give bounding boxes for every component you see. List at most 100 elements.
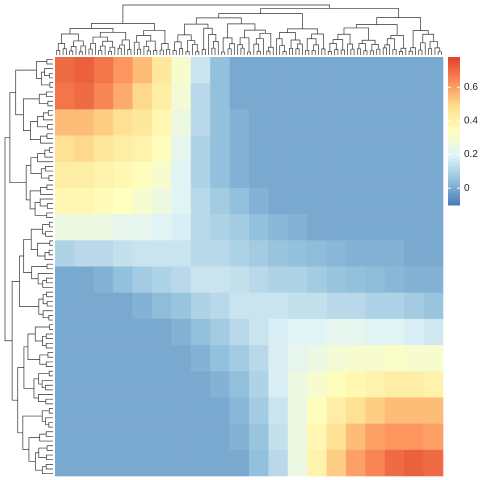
heatmap-cell	[55, 83, 75, 110]
dendrogram-branch	[420, 42, 426, 55]
heatmap-cell	[210, 423, 230, 451]
heatmap-cell	[152, 240, 172, 267]
heatmap-cell	[326, 83, 347, 110]
heatmap-cell	[307, 57, 327, 84]
dendrogram-branch	[255, 38, 264, 55]
dendrogram-branch	[49, 240, 53, 246]
heatmap-cell	[249, 266, 269, 293]
heatmap-cell	[132, 292, 153, 320]
dendrogram-branch	[46, 277, 53, 284]
dendrogram-branch	[62, 48, 67, 55]
colorbar-segment	[448, 148, 460, 152]
heatmap-cell	[384, 187, 405, 215]
dendrogram-branch	[295, 48, 300, 55]
dendrogram-branch	[221, 51, 226, 55]
dendrogram-branch	[45, 361, 53, 367]
dendrogram-branch	[49, 324, 53, 330]
heatmap-cell	[404, 187, 424, 215]
heatmap-cell	[229, 266, 250, 293]
dendrogram-branch	[428, 48, 433, 55]
heatmap-cell	[152, 292, 172, 320]
dendrogram-branch	[57, 43, 66, 51]
heatmap-cell	[93, 397, 114, 424]
heatmap-cell	[113, 266, 133, 293]
heatmap-cell	[171, 449, 192, 477]
dendrogram-branch	[240, 47, 245, 55]
dendrogram-branch	[239, 37, 250, 53]
heatmap-cell	[346, 292, 366, 320]
heatmap-cell	[55, 161, 75, 189]
heatmap-cell	[346, 187, 366, 215]
heatmap-cell	[113, 83, 133, 110]
heatmap-cell	[74, 83, 95, 110]
heatmap-cell	[404, 214, 424, 241]
heatmap-cell	[229, 397, 250, 424]
heatmap-cell	[287, 266, 308, 293]
dendrogram-branch	[355, 24, 398, 36]
heatmap-cell	[307, 397, 327, 424]
heatmap-cell	[346, 318, 366, 346]
heatmap-cell	[326, 318, 347, 346]
dendrogram-branch	[412, 30, 429, 48]
heatmap-cell	[190, 135, 211, 163]
dendrogram-branch	[42, 310, 53, 319]
dendrogram-branch	[46, 203, 53, 209]
heatmap-cell	[384, 345, 405, 372]
dendrogram-branch	[38, 447, 48, 458]
dendrogram-branch	[229, 43, 235, 55]
dendrogram-branch	[46, 133, 53, 139]
dendrogram-branch	[35, 452, 43, 471]
dendrogram-branch	[45, 398, 53, 405]
dendrogram-branch	[289, 47, 293, 55]
heatmap-cell	[132, 187, 153, 215]
heatmap-cell	[326, 187, 347, 215]
heatmap-cell	[326, 371, 347, 398]
heatmap-cell	[249, 397, 269, 424]
heatmap-cell	[249, 109, 269, 136]
colorbar-segment	[448, 165, 460, 169]
heatmap-cell	[249, 345, 269, 372]
heatmap-cell	[404, 135, 424, 163]
dendrogram-branch	[174, 41, 182, 51]
heatmap-cell	[190, 397, 211, 424]
heatmap-cell	[171, 318, 192, 346]
dendrogram-branch	[136, 35, 152, 43]
dendrogram-branch	[278, 32, 296, 40]
heatmap-cell	[287, 57, 308, 84]
heatmap-cell	[287, 292, 308, 320]
heatmap-cell	[229, 161, 250, 189]
heatmap-cell	[365, 345, 386, 372]
heatmap-cell	[132, 345, 153, 372]
heatmap-cell	[74, 240, 95, 267]
dendrogram-branch	[195, 51, 200, 55]
heatmap-cell	[171, 345, 192, 372]
heatmap-cell	[287, 318, 308, 346]
dendrogram-branch	[371, 44, 379, 51]
heatmap-cell	[74, 109, 95, 136]
heatmap-cell	[365, 240, 386, 267]
dendrogram-branch	[23, 98, 40, 131]
dendrogram-branch	[42, 112, 53, 121]
dendrogram-branch	[99, 45, 106, 55]
colorbar-segment	[448, 59, 460, 63]
heatmap-cell	[268, 161, 289, 189]
dendrogram-branch	[48, 422, 53, 428]
dendrogram-branch	[358, 43, 366, 51]
heatmap-cell	[93, 292, 114, 320]
dendrogram-branch	[47, 124, 53, 130]
colorbar-segment	[448, 116, 460, 120]
dendrogram-branch	[56, 50, 61, 55]
heatmap-cell	[93, 214, 114, 241]
heatmap-cell	[152, 83, 172, 110]
dendrogram-branch	[276, 38, 283, 55]
dendrogram-branch	[47, 100, 53, 107]
heatmap-cell	[326, 423, 347, 451]
dendrogram-branch	[143, 45, 150, 55]
dendrogram-branch	[237, 44, 243, 55]
heatmap-cell	[384, 109, 405, 136]
heatmap-cell	[249, 161, 269, 189]
colorbar-segment	[448, 94, 460, 97]
dendrogram-branch	[49, 221, 53, 228]
heatmap-cell	[55, 135, 75, 163]
heatmap-cell	[307, 83, 327, 110]
